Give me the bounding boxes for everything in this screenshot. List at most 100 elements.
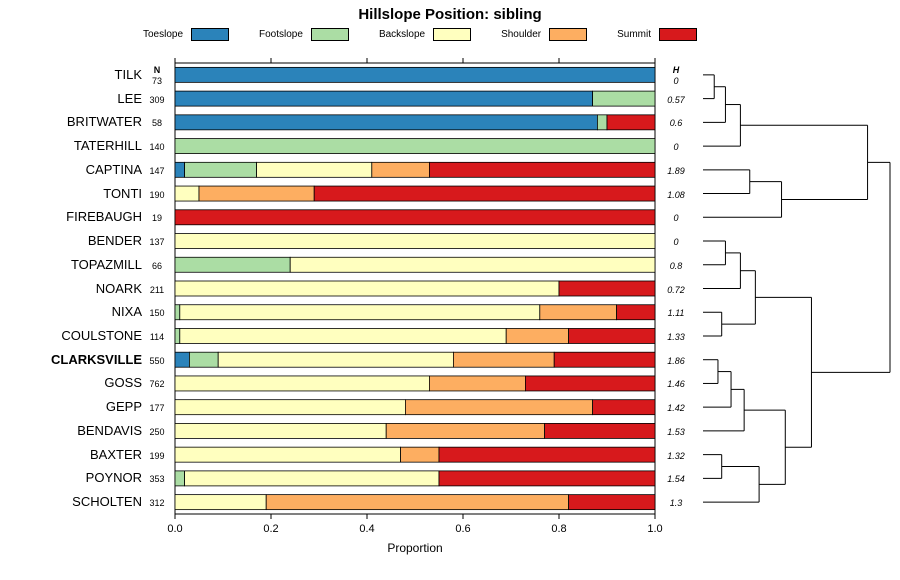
- row-label-firebaugh: FIREBAUGH: [66, 209, 142, 225]
- legend-item-summit: Summit: [617, 27, 698, 41]
- bar-segment-backslope: [174, 185, 200, 202]
- bar-segment-backslope: [256, 161, 373, 178]
- bar-segment-backslope: [174, 399, 406, 416]
- row-label-britwater: BRITWATER: [66, 114, 142, 130]
- bar-segment-footslope: [174, 138, 656, 154]
- row-label-coulstone: COULSTONE: [61, 327, 142, 343]
- row-label-tonti: TONTI: [103, 185, 142, 201]
- n-value: 147: [149, 165, 165, 176]
- bar-segment-footslope: [592, 90, 656, 107]
- bar-segment-summit: [313, 185, 656, 202]
- h-value: 1.42: [667, 403, 685, 414]
- row-label-noark: NOARK: [95, 280, 142, 296]
- bar-segment-backslope: [174, 375, 430, 392]
- h-value: 1.11: [667, 308, 685, 319]
- h-value: 1.89: [667, 165, 685, 176]
- h-value: 0.8: [669, 260, 683, 271]
- bar-segment-toeslope: [174, 351, 190, 368]
- n-value: 137: [149, 237, 165, 248]
- n-value: 312: [149, 498, 165, 509]
- bar-segment-summit: [544, 423, 656, 439]
- n-value: 250: [149, 426, 165, 437]
- bar-segment-summit: [568, 494, 656, 511]
- h-value: 0.72: [667, 284, 685, 295]
- x-tick-label: 0.8: [551, 523, 567, 535]
- legend-label: Backslope: [378, 28, 426, 40]
- legend-swatch: [191, 27, 230, 41]
- h-value: 0: [673, 213, 679, 224]
- n-value: 114: [149, 331, 165, 342]
- bar-segment-backslope: [179, 328, 507, 344]
- x-tick-label: 0.6: [455, 523, 471, 535]
- bar-segment-summit: [438, 446, 656, 463]
- bar-segment-summit: [174, 209, 656, 226]
- legend-swatch: [310, 27, 349, 41]
- row-label-tilk: TILK: [114, 66, 142, 82]
- legend-label: Summit: [617, 28, 652, 40]
- row-label-topazmill: TOPAZMILL: [70, 256, 142, 272]
- bar-segment-toeslope: [174, 114, 598, 131]
- h-value: 1.53: [667, 426, 685, 437]
- bar-segment-summit: [438, 470, 656, 487]
- bar-segment-shoulder: [539, 304, 617, 321]
- row-label-clarksville: CLARKSVILLE: [51, 351, 142, 367]
- h-value: 0.6: [669, 118, 683, 129]
- row-label-captina: CAPTINA: [85, 161, 142, 177]
- bar-segment-shoulder: [428, 375, 526, 392]
- legend-label: Toeslope: [142, 28, 184, 40]
- n-value: 211: [149, 284, 165, 295]
- row-label-goss: GOSS: [104, 375, 142, 391]
- legend-swatch: [549, 27, 588, 41]
- bar-segment-footslope: [184, 161, 258, 178]
- x-axis-label: Proportion: [387, 541, 443, 555]
- bar-segment-backslope: [174, 494, 267, 511]
- bar-segment-footslope: [188, 351, 219, 368]
- bar-segment-backslope: [217, 351, 454, 368]
- bar-segment-summit: [558, 280, 656, 297]
- bar-segment-backslope: [174, 423, 387, 439]
- h-value: 0.57: [667, 94, 685, 105]
- n-value: 19: [151, 213, 162, 224]
- bar-segment-shoulder: [404, 399, 593, 416]
- h-value: 0: [673, 75, 679, 86]
- h-value: 1.54: [667, 474, 685, 485]
- n-value: 66: [151, 260, 162, 271]
- bar-segment-backslope: [289, 256, 656, 273]
- bar-segment-summit: [553, 351, 656, 368]
- chart-title: Hillslope Position: sibling: [358, 6, 542, 23]
- legend-label: Footslope: [259, 28, 303, 40]
- n-value: 150: [149, 308, 165, 319]
- bar-segment-backslope: [184, 470, 440, 487]
- bar-segment-summit: [428, 161, 656, 178]
- bar-segment-summit: [568, 328, 656, 344]
- n-value: 199: [149, 450, 165, 461]
- bar-segment-backslope: [174, 280, 560, 297]
- bar-segment-shoulder: [265, 494, 570, 511]
- legend-item-toeslope: Toeslope: [142, 27, 230, 41]
- row-label-bender: BENDER: [87, 233, 142, 249]
- n-value: 73: [151, 75, 162, 86]
- bar-segment-footslope: [174, 304, 181, 321]
- bar-segment-shoulder: [385, 423, 546, 439]
- row-label-baxter: BAXTER: [89, 446, 142, 462]
- h-value: 1.08: [667, 189, 685, 200]
- row-label-scholten: SCHOLTEN: [72, 494, 142, 510]
- row-label-poynor: POYNOR: [85, 470, 142, 486]
- n-value: 353: [149, 474, 165, 485]
- n-value: 58: [151, 118, 162, 129]
- row-label-lee: LEE: [117, 90, 142, 106]
- bar-segment-shoulder: [505, 328, 570, 344]
- bar-segment-summit: [616, 304, 656, 321]
- bar-segment-footslope: [174, 328, 181, 344]
- n-column-header: N: [153, 64, 161, 75]
- legend-item-shoulder: Shoulder: [501, 27, 588, 41]
- legend-swatch: [433, 27, 472, 41]
- n-value: 762: [149, 379, 165, 390]
- row-label-taterhill: TATERHILL: [73, 138, 142, 154]
- x-tick-label: 0.0: [167, 523, 183, 535]
- bar-segment-shoulder: [400, 446, 440, 463]
- h-value: 1.86: [667, 355, 685, 366]
- n-value: 177: [149, 403, 165, 414]
